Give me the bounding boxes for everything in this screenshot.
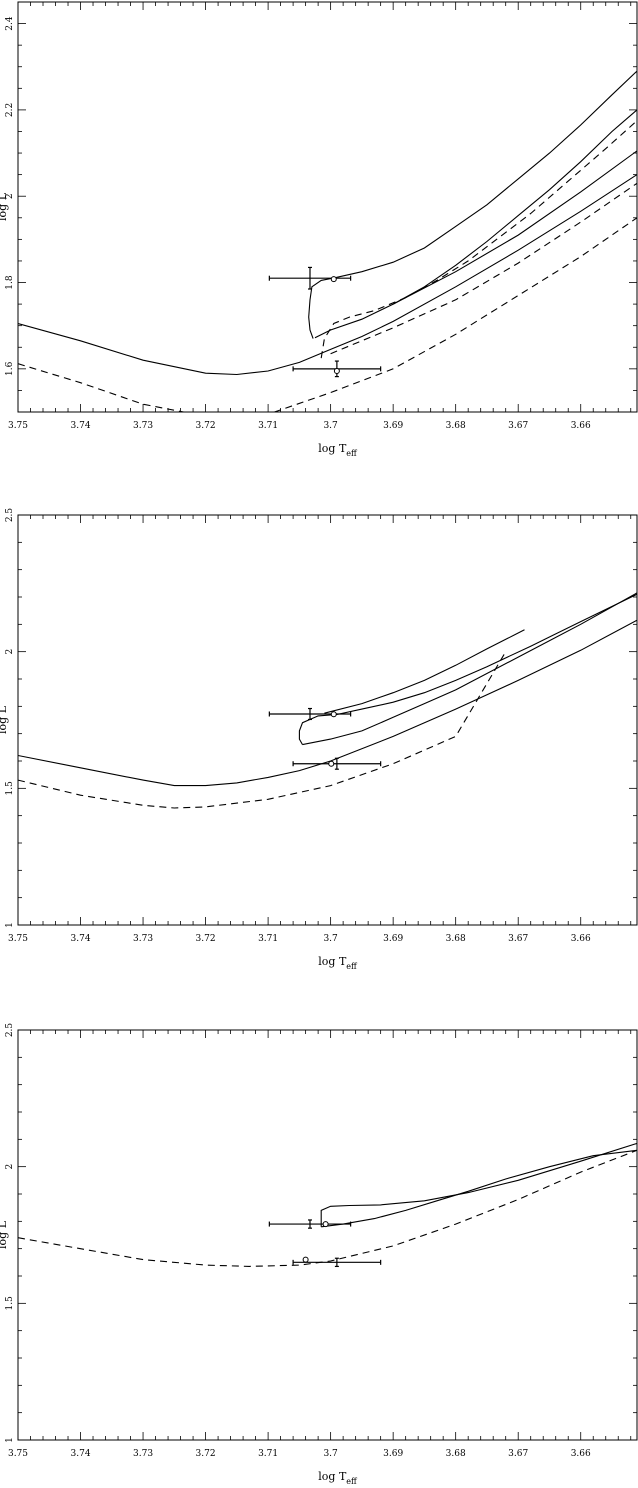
- x-tick-label: 3.68: [446, 1449, 466, 1459]
- y-tick-label: 1.8: [5, 275, 15, 290]
- x-tick-label: 3.74: [71, 1449, 91, 1459]
- evolution-track-4-solid: [314, 109, 637, 339]
- x-axis-label-subscript: eff: [346, 1477, 358, 1486]
- plot-frame: [17, 1, 638, 413]
- x-axis-label-subscript: eff: [346, 449, 358, 458]
- observed-star-errorbar: [268, 1219, 352, 1229]
- x-tick-label: 3.7: [323, 1449, 338, 1459]
- y-tick-label: 2: [5, 193, 15, 199]
- x-axis-label-main: log T: [318, 1470, 347, 1483]
- model-position-marker: [330, 276, 337, 283]
- x-axis-label-main: log T: [318, 442, 347, 455]
- plot-frame: [17, 1029, 638, 1441]
- x-tick-label: 3.75: [8, 421, 28, 431]
- y-tick-label: 1.5: [5, 781, 15, 796]
- model-position-marker: [330, 711, 337, 718]
- y-tick-label: 2.2: [5, 103, 15, 117]
- y-tick-label: 1: [5, 1437, 15, 1443]
- evolution-tracks: [18, 1142, 637, 1267]
- evolution-track-3-solid: [308, 70, 637, 339]
- x-tick-label: 3.71: [258, 934, 278, 944]
- y-tick-label: 2: [5, 1164, 15, 1170]
- x-axis-label: log Teff: [318, 442, 358, 458]
- evolution-track-4-solid: [302, 592, 637, 746]
- y-tick-label: 2.5: [5, 1023, 15, 1038]
- x-tick-label: 3.68: [446, 934, 466, 944]
- y-tick-label: 1: [5, 922, 15, 928]
- x-tick-label: 3.66: [571, 934, 591, 944]
- x-tick-label: 3.74: [71, 421, 91, 431]
- chart-panel-2: 3.75 3.74 3.73 3.72 3.71 3.7 3.69 3.68 3.67 3.66 1…: [0, 508, 638, 971]
- evolution-track-3-solid: [321, 1149, 637, 1228]
- y-tick-label: 1.5: [5, 1296, 15, 1311]
- x-tick-label: 3.7: [323, 934, 338, 944]
- y-tick-label: 1.6: [5, 361, 15, 376]
- plot-frame: [17, 514, 638, 926]
- evolution-track-2-dashed: [18, 217, 637, 412]
- x-tick-label: 3.75: [8, 934, 28, 944]
- x-axis-label-subscript: eff: [346, 962, 358, 971]
- chart-panel-3: 3.75 3.74 3.73 3.72 3.71 3.7 3.69 3.68 3.67 3.66 1…: [0, 1023, 638, 1486]
- x-tick-label: 3.66: [571, 421, 591, 431]
- chart-panel-1: 3.75 3.74 3.73 3.72 3.71 3.7 3.69 3.68 3.67 3.66 1…: [0, 1, 638, 458]
- observed-star-errorbar: [268, 266, 352, 290]
- x-tick-label: 3.66: [571, 1449, 591, 1459]
- x-tick-label: 3.72: [196, 1449, 216, 1459]
- x-tick-label: 3.72: [196, 421, 216, 431]
- x-tick-label: 3.67: [508, 421, 528, 431]
- evolution-track-7-dashed: [330, 182, 637, 355]
- x-tick-label: 3.67: [508, 934, 528, 944]
- x-tick-label: 3.75: [8, 1449, 28, 1459]
- model-position-marker: [302, 1256, 309, 1263]
- observed-star-errorbar: [292, 1257, 382, 1268]
- y-tick-label: 2: [5, 649, 15, 655]
- y-tick-label: 2.4: [5, 16, 15, 31]
- evolution-track-1-solid: [18, 619, 637, 787]
- x-tick-label: 3.73: [133, 1449, 153, 1459]
- model-position-marker: [328, 760, 335, 767]
- model-position-marker: [322, 1221, 329, 1228]
- evolution-track-2-dashed: [18, 651, 507, 809]
- evolution-tracks: [18, 592, 637, 809]
- observed-star-errorbar: [292, 757, 382, 770]
- evolution-track-2-solid: [320, 1142, 637, 1227]
- x-tick-label: 3.71: [258, 1449, 278, 1459]
- x-tick-label: 3.69: [383, 421, 403, 431]
- evolution-track-3-solid: [298, 593, 637, 745]
- y-axis-label: log L: [0, 1220, 9, 1249]
- x-axis-label-main: log T: [318, 955, 347, 968]
- evolution-track-6-dashed: [320, 120, 637, 359]
- evolution-track-5-solid: [324, 629, 525, 714]
- x-tick-label: 3.68: [446, 421, 466, 431]
- y-axis-label: log L: [0, 705, 9, 734]
- evolution-tracks: [18, 70, 637, 412]
- x-axis-label: log Teff: [318, 1470, 358, 1486]
- x-tick-label: 3.74: [71, 934, 91, 944]
- x-tick-label: 3.69: [383, 1449, 403, 1459]
- x-tick-label: 3.7: [323, 421, 338, 431]
- y-axis-label: log L: [0, 192, 9, 221]
- x-tick-label: 3.73: [133, 934, 153, 944]
- observed-star-errorbar: [268, 707, 352, 721]
- x-tick-label: 3.73: [133, 421, 153, 431]
- y-tick-label: 2.5: [5, 508, 15, 523]
- x-tick-label: 3.72: [196, 934, 216, 944]
- x-tick-label: 3.71: [258, 421, 278, 431]
- x-tick-label: 3.67: [508, 1449, 528, 1459]
- model-position-marker: [333, 368, 340, 374]
- evolution-track-1-solid: [18, 174, 637, 376]
- x-axis-label: log Teff: [318, 955, 358, 971]
- x-tick-label: 3.69: [383, 934, 403, 944]
- evolution-track-5-solid: [392, 150, 637, 305]
